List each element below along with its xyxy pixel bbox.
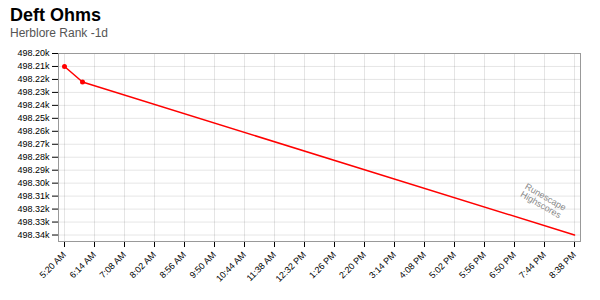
svg-text:498.29k: 498.29k: [17, 165, 50, 175]
svg-text:498.25k: 498.25k: [17, 113, 50, 123]
svg-text:9:50 AM: 9:50 AM: [188, 250, 218, 280]
html-text:Deft Ohms: Deft Ohms: [10, 5, 101, 25]
svg-text:498.34k: 498.34k: [17, 230, 50, 240]
svg-text:3:14 PM: 3:14 PM: [367, 250, 398, 281]
svg-text:498.32k: 498.32k: [17, 204, 50, 214]
svg-text:10:44 AM: 10:44 AM: [214, 250, 248, 284]
svg-text:2:20 PM: 2:20 PM: [337, 250, 368, 281]
svg-text:498.27k: 498.27k: [17, 139, 50, 149]
svg-text:498.21k: 498.21k: [17, 61, 50, 71]
svg-text:11:38 AM: 11:38 AM: [244, 250, 277, 283]
svg-text:498.30k: 498.30k: [17, 178, 50, 188]
html-text:Herblore Rank -1d: Herblore Rank -1d: [10, 26, 108, 40]
svg-text:5:20 AM: 5:20 AM: [38, 250, 68, 280]
svg-text:12:32 PM: 12:32 PM: [274, 250, 308, 284]
svg-text:5:56 PM: 5:56 PM: [457, 250, 488, 281]
svg-text:498.33k: 498.33k: [17, 217, 50, 227]
svg-text:7:08 AM: 7:08 AM: [98, 250, 128, 280]
svg-text:498.28k: 498.28k: [17, 152, 50, 162]
svg-text:498.31k: 498.31k: [17, 191, 50, 201]
svg-text:8:38 PM: 8:38 PM: [547, 250, 578, 281]
svg-text:498.22k: 498.22k: [17, 74, 50, 84]
svg-text:498.24k: 498.24k: [17, 100, 50, 110]
svg-text:5:02 PM: 5:02 PM: [427, 250, 458, 281]
svg-text:7:44 PM: 7:44 PM: [517, 250, 548, 281]
svg-text:6:50 PM: 6:50 PM: [487, 250, 518, 281]
svg-text:1:26 PM: 1:26 PM: [307, 250, 338, 281]
svg-text:6:14 AM: 6:14 AM: [68, 250, 98, 280]
svg-text:8:02 AM: 8:02 AM: [128, 250, 158, 280]
svg-text:498.23k: 498.23k: [17, 87, 50, 97]
svg-text:8:56 AM: 8:56 AM: [158, 250, 188, 280]
svg-text:498.20k: 498.20k: [17, 48, 50, 58]
svg-text:498.26k: 498.26k: [17, 126, 50, 136]
svg-text:RunescapeHighscores: RunescapeHighscores: [519, 181, 568, 220]
svg-text:4:08 PM: 4:08 PM: [397, 250, 428, 281]
